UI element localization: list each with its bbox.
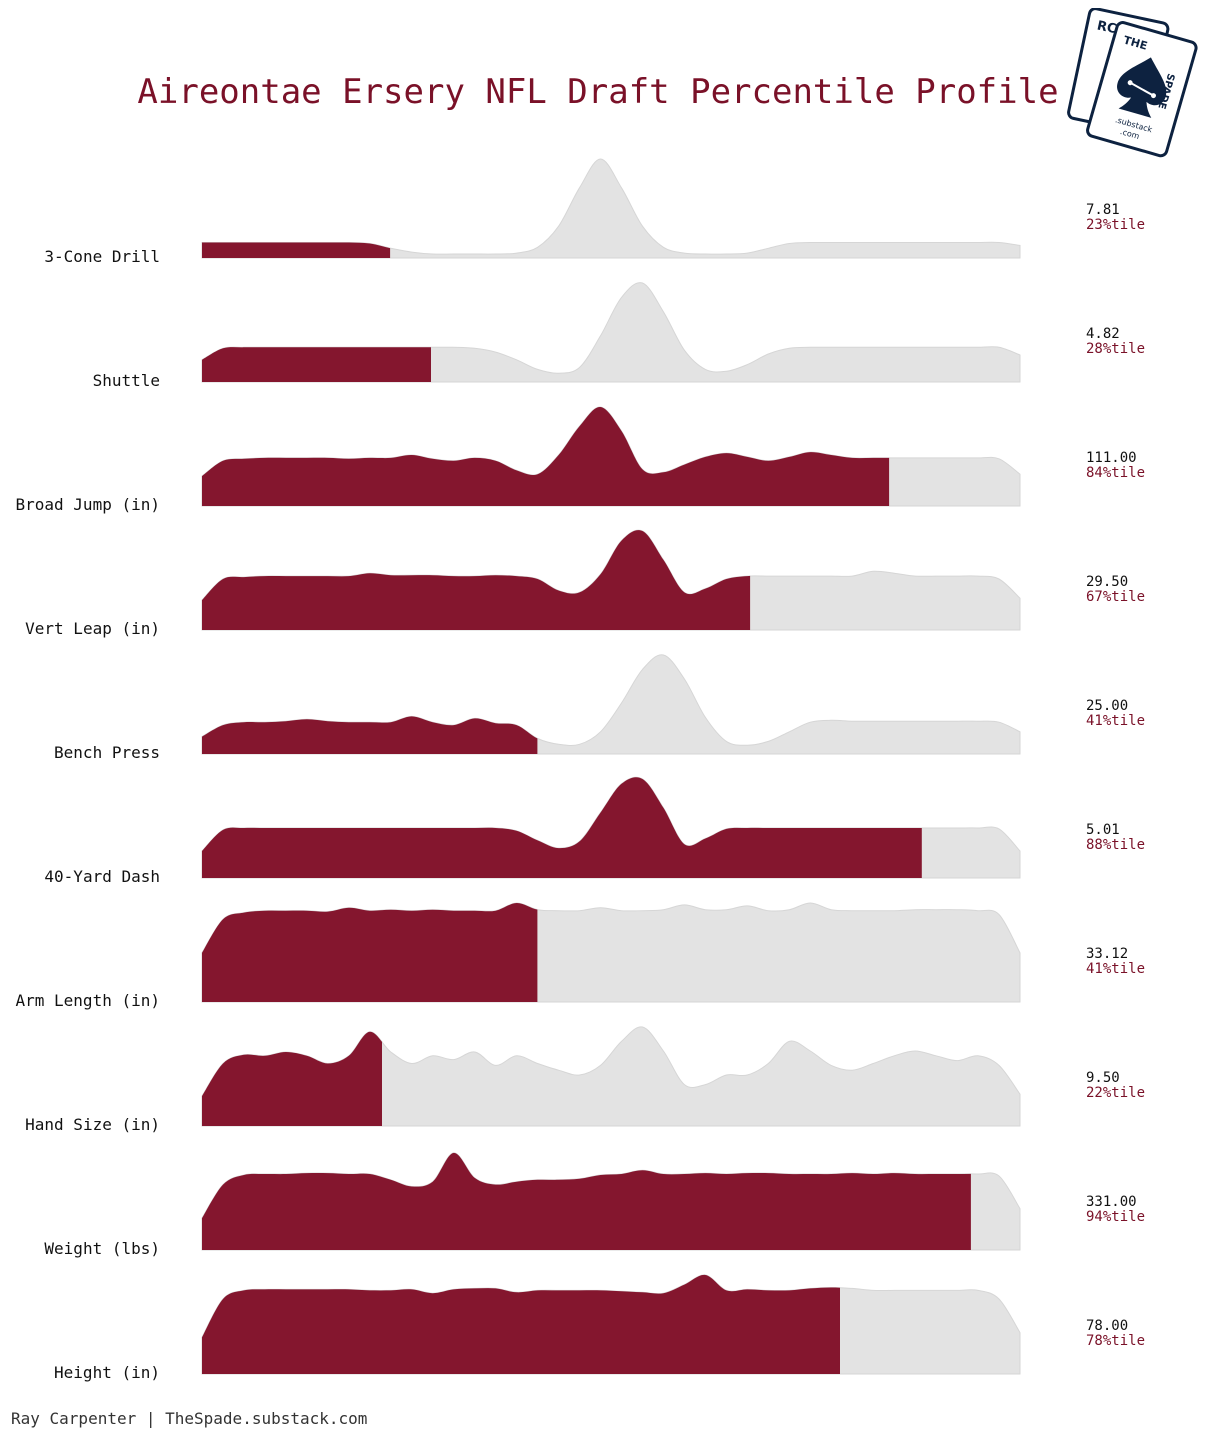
percentile-label: 23%tile [1086, 217, 1145, 233]
distribution-area [201, 1026, 1021, 1127]
percentile-label: 28%tile [1086, 341, 1145, 357]
metric-label: 3-Cone Drill [44, 247, 160, 266]
percentile-label: 22%tile [1086, 1085, 1145, 1101]
percentile-area [202, 716, 538, 754]
percentile-label: 94%tile [1086, 1209, 1145, 1225]
value-label: 33.12 [1086, 946, 1128, 962]
percentile-area [202, 1152, 971, 1250]
metric-label: Broad Jump (in) [16, 495, 161, 514]
value-label: 9.50 [1086, 1070, 1120, 1086]
chart-title: Aireontae Ersery NFL Draft Percentile Pr… [137, 72, 1059, 112]
card-back-letters: RC [1096, 18, 1118, 37]
metric-label: Bench Press [54, 743, 160, 762]
value-label: 7.81 [1086, 202, 1120, 218]
footer-credit: Ray Carpenter | TheSpade.substack.com [11, 1409, 368, 1428]
percentile-area [202, 777, 922, 878]
percentile-label: 41%tile [1086, 713, 1145, 729]
percentile-area [202, 530, 751, 630]
metric-label: Hand Size (in) [25, 1115, 160, 1134]
value-label: 4.82 [1086, 326, 1120, 342]
percentile-label: 67%tile [1086, 589, 1145, 605]
metric-label: Shuttle [93, 371, 160, 390]
metric-label: Arm Length (in) [16, 991, 161, 1010]
percentile-label: 78%tile [1086, 1333, 1145, 1349]
metric-label: 40-Yard Dash [44, 867, 160, 886]
value-label: 29.50 [1086, 574, 1128, 590]
value-label: 78.00 [1086, 1318, 1128, 1334]
spade-icon [1117, 57, 1167, 118]
value-label: 5.01 [1086, 822, 1120, 838]
percentile-label: 88%tile [1086, 837, 1145, 853]
percentile-label: 84%tile [1086, 465, 1145, 481]
percentile-area [202, 1031, 382, 1126]
percentile-area [202, 1274, 840, 1374]
percentile-area [202, 902, 538, 1002]
percentile-area [202, 406, 890, 506]
metric-label: Vert Leap (in) [25, 619, 160, 638]
metric-label: Weight (lbs) [44, 1239, 160, 1258]
percentile-area [202, 347, 431, 382]
the-spade-logo: RC THE SPADE .substack .com [1067, 8, 1198, 158]
card-front: THE SPADE .substack .com [1086, 21, 1198, 158]
percentile-label: 41%tile [1086, 961, 1145, 977]
value-label: 111.00 [1086, 450, 1137, 466]
percentile-area [202, 242, 391, 258]
value-label: 25.00 [1086, 698, 1128, 714]
metric-label: Height (in) [54, 1363, 160, 1382]
value-label: 331.00 [1086, 1194, 1137, 1210]
card-front-the: THE [1122, 34, 1149, 53]
